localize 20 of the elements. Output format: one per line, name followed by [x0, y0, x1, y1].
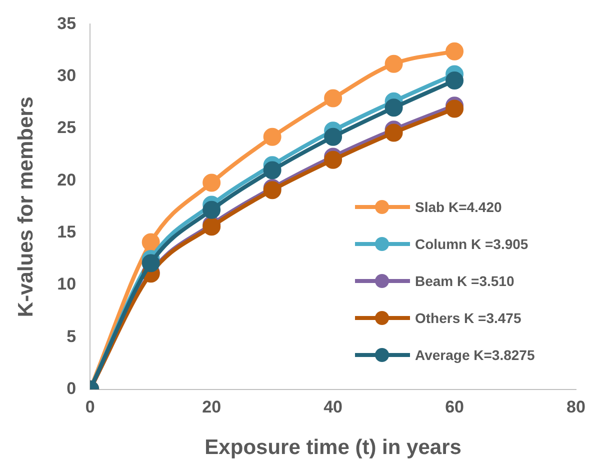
- x-axis-title: Exposure time (t) in years: [204, 436, 462, 460]
- y-tick-label: 30: [57, 66, 76, 86]
- legend-label: Slab K=4.420: [415, 198, 502, 214]
- y-tick-label: 25: [57, 118, 76, 138]
- legend-label: Average K=3.8275: [415, 346, 535, 362]
- y-tick-label: 5: [66, 326, 76, 346]
- y-tick-label: 15: [57, 222, 76, 242]
- y-tick-label: 10: [57, 274, 76, 294]
- y-tick-label: 35: [57, 14, 76, 33]
- x-tick-label: 0: [85, 397, 95, 416]
- x-tick-label: 40: [324, 397, 343, 416]
- legend-label: Others K =3.475: [415, 310, 522, 326]
- y-tick-label: 0: [66, 379, 76, 398]
- x-tick-label: 60: [445, 397, 464, 416]
- legend-label: Beam K =3.510: [415, 272, 514, 288]
- x-tick-label: 80: [566, 397, 586, 416]
- y-axis-title: K-values for members: [14, 96, 38, 318]
- x-tick-label: 20: [202, 397, 222, 416]
- legend-label: Column K =3.905: [415, 236, 528, 252]
- y-tick-label: 20: [57, 170, 76, 190]
